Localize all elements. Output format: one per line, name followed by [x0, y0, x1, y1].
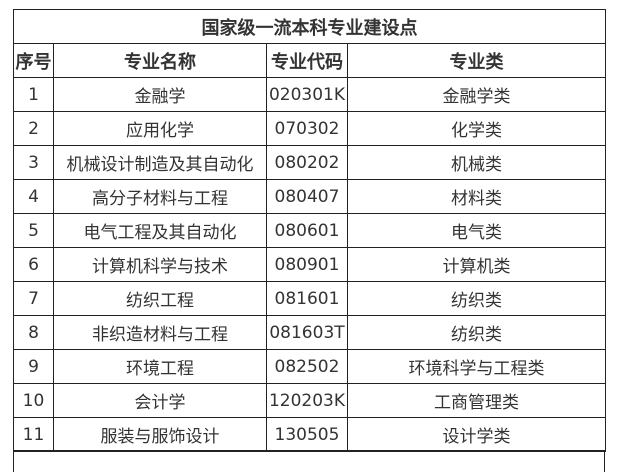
table-row: 8 非织造材料与工程 081603T 纺织类 — [13, 315, 606, 350]
header-index: 序号 — [13, 43, 54, 78]
major-name-cell: 金融学 — [53, 77, 267, 112]
major-code-cell: 120203K — [266, 383, 348, 418]
index-cell: 5 — [13, 213, 54, 248]
major-name-cell: 电气工程及其自动化 — [53, 213, 267, 248]
table-row: 5 电气工程及其自动化 080601 电气类 — [13, 213, 606, 248]
index-cell: 8 — [13, 315, 54, 350]
major-category-cell: 设计学类 — [347, 417, 606, 452]
major-category-cell: 电气类 — [347, 213, 606, 248]
header-major-name: 专业名称 — [53, 43, 267, 78]
header-major-category: 专业类 — [347, 43, 606, 78]
table-title: 国家级一流本科专业建设点 — [13, 9, 606, 44]
major-name-cell: 服装与服饰设计 — [53, 417, 267, 452]
major-code-cell: 070302 — [266, 111, 348, 146]
index-cell: 3 — [13, 145, 54, 180]
index-cell: 4 — [13, 179, 54, 214]
table-row: 9 环境工程 082502 环境科学与工程类 — [13, 349, 606, 384]
major-code-cell: 080407 — [266, 179, 348, 214]
major-category-cell: 纺织类 — [347, 281, 606, 316]
major-name-cell: 纺织工程 — [53, 281, 267, 316]
major-category-cell: 工商管理类 — [347, 383, 606, 418]
index-cell: 1 — [13, 77, 54, 112]
major-name-cell: 会计学 — [53, 383, 267, 418]
major-category-cell: 纺织类 — [347, 315, 606, 350]
major-code-cell: 080601 — [266, 213, 348, 248]
major-category-cell: 金融学类 — [347, 77, 606, 112]
major-category-cell: 机械类 — [347, 145, 606, 180]
table-row: 2 应用化学 070302 化学类 — [13, 111, 606, 146]
index-cell: 2 — [13, 111, 54, 146]
major-name-cell: 应用化学 — [53, 111, 267, 146]
major-name-cell: 机械设计制造及其自动化 — [53, 145, 267, 180]
index-cell: 7 — [13, 281, 54, 316]
header-row: 序号 专业名称 专业代码 专业类 — [13, 43, 606, 78]
table-row: 6 计算机科学与技术 080901 计算机类 — [13, 247, 606, 282]
major-name-cell: 高分子材料与工程 — [53, 179, 267, 214]
major-name-cell: 环境工程 — [53, 349, 267, 384]
major-name-cell: 计算机科学与技术 — [53, 247, 267, 282]
index-cell: 6 — [13, 247, 54, 282]
table-row: 11 服装与服饰设计 130505 设计学类 — [13, 417, 606, 452]
major-code-cell: 082502 — [266, 349, 348, 384]
table-row: 7 纺织工程 081601 纺织类 — [13, 281, 606, 316]
table-row: 10 会计学 120203K 工商管理类 — [13, 383, 606, 418]
index-cell: 10 — [13, 383, 54, 418]
majors-table: 国家级一流本科专业建设点 序号 专业名称 专业代码 专业类 1 金融学 020301… — [13, 9, 606, 452]
table-row: 1 金融学 020301K 金融学类 — [13, 77, 606, 112]
major-code-cell: 081601 — [266, 281, 348, 316]
major-code-cell: 080202 — [266, 145, 348, 180]
table-row: 4 高分子材料与工程 080407 材料类 — [13, 179, 606, 214]
index-cell: 9 — [13, 349, 54, 384]
major-name-cell: 非织造材料与工程 — [53, 315, 267, 350]
major-category-cell: 材料类 — [347, 179, 606, 214]
major-code-cell: 130505 — [266, 417, 348, 452]
table-row: 3 机械设计制造及其自动化 080202 机械类 — [13, 145, 606, 180]
major-category-cell: 计算机类 — [347, 247, 606, 282]
major-code-cell: 020301K — [266, 77, 348, 112]
title-row: 国家级一流本科专业建设点 — [13, 9, 606, 44]
header-major-code: 专业代码 — [266, 43, 348, 78]
index-cell: 11 — [13, 417, 54, 452]
major-code-cell: 081603T — [266, 315, 348, 350]
major-category-cell: 化学类 — [347, 111, 606, 146]
table-continuation — [13, 450, 605, 472]
major-category-cell: 环境科学与工程类 — [347, 349, 606, 384]
major-code-cell: 080901 — [266, 247, 348, 282]
